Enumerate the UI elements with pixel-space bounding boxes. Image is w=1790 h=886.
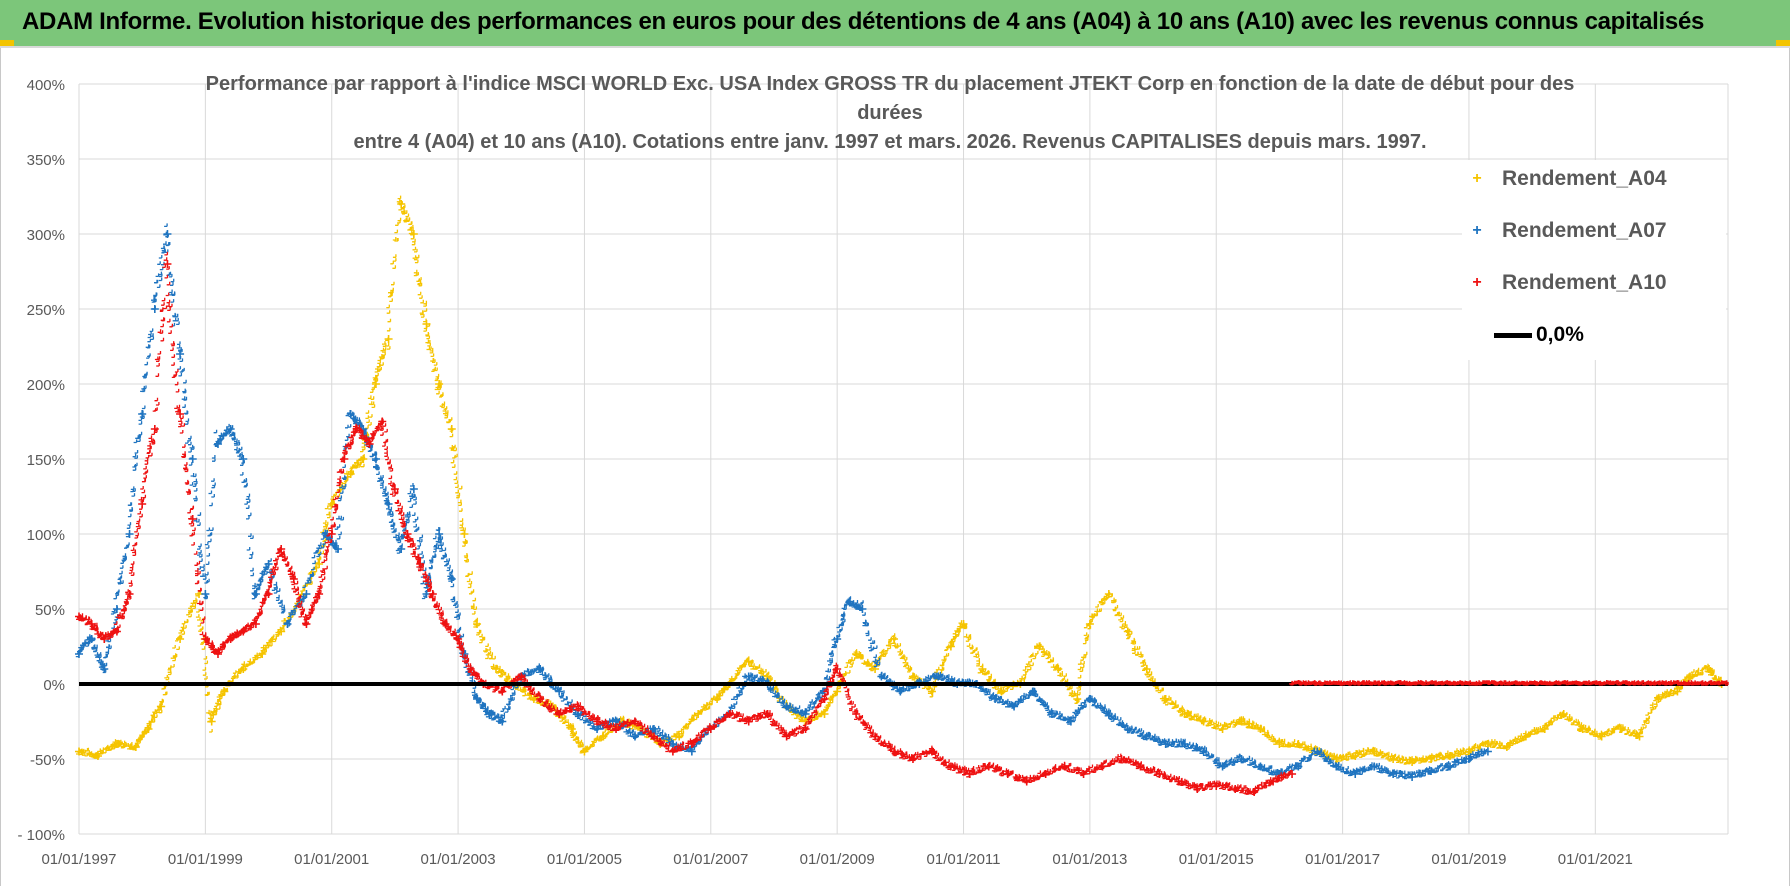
series-rendement-a10: [75, 251, 1297, 796]
x-tick-label: 01/01/2005: [547, 851, 622, 868]
legend-line-zero: [1494, 332, 1532, 338]
x-tick-label: 01/01/1997: [41, 851, 116, 868]
y-tick-label: 50%: [35, 602, 65, 619]
x-tick-label: 01/01/2003: [421, 851, 496, 868]
legend-item-zero: 0,0%: [1462, 320, 1584, 350]
legend-marker-a10: +: [1472, 274, 1482, 291]
y-tick-label: 0%: [43, 677, 65, 694]
data-point: [201, 590, 210, 598]
y-tick-label: 400%: [27, 77, 65, 94]
legend-label-a07: Rendement_A07: [1502, 219, 1667, 242]
x-tick-label: 01/01/2017: [1305, 851, 1380, 868]
a10-zero-cloud: [1289, 680, 1729, 686]
banner-corner-left: [0, 40, 14, 46]
series-layer: [75, 195, 1729, 796]
y-tick-label: 250%: [27, 302, 65, 319]
banner-title: ADAM Informe. Evolution historique des p…: [22, 8, 1705, 35]
x-tick-label: 01/01/2021: [1558, 851, 1633, 868]
chart-title-line-1: Performance par rapport à l'indice MSCI …: [205, 73, 1575, 95]
x-tick-label: 01/01/2019: [1431, 851, 1506, 868]
x-tick-label: 01/01/2015: [1179, 851, 1254, 868]
data-cloud: [75, 223, 1488, 780]
data-point: [163, 260, 172, 268]
y-tick-label: 100%: [27, 527, 65, 544]
legend-item-a07: + Rendement_A07: [1462, 216, 1667, 246]
x-tick-label: 01/01/2011: [927, 851, 1001, 868]
x-tick-label: 01/01/2009: [800, 851, 875, 868]
y-tick-label: 150%: [27, 452, 65, 469]
legend-label-a10: Rendement_A10: [1502, 271, 1667, 294]
data-point: [435, 530, 444, 538]
legend-marker-a04: +: [1472, 170, 1482, 187]
y-axis-ticks: 400% 350% 300% 250% 200% 150% 100% 50% 0% -50% - 1…: [17, 77, 65, 844]
chart-title-line-3: entre 4 (A04) et 10 ans (A10). Cotations…: [353, 131, 1427, 153]
data-point: [927, 687, 936, 696]
y-tick-label: - 100%: [17, 827, 65, 844]
x-tick-label: 01/01/2007: [673, 851, 748, 868]
banner-corner-right: [1776, 40, 1790, 46]
x-tick-label: 01/01/1999: [168, 851, 243, 868]
y-tick-label: 350%: [27, 152, 65, 169]
series-rendement-a04: [75, 195, 1726, 766]
grid-layer: [78, 83, 1729, 835]
legend-item-a10: + Rendement_A10: [1462, 268, 1667, 298]
chart-legend: + Rendement_A04 + Rendement_A07 + Rendem…: [1462, 160, 1726, 360]
y-tick-label: 300%: [27, 227, 65, 244]
chart-title-line-2: durées: [857, 102, 923, 124]
y-tick-label: -50%: [30, 752, 65, 769]
x-tick-label: 01/01/2001: [294, 851, 369, 868]
chart-title: Performance par rapport à l'indice MSCI …: [200, 70, 1580, 157]
legend-label-a04: Rendement_A04: [1502, 167, 1667, 190]
y-tick-label: 200%: [27, 377, 65, 394]
legend-item-a04: + Rendement_A04: [1462, 164, 1667, 194]
legend-label-zero: 0,0%: [1536, 323, 1584, 346]
title-banner: ADAM Informe. Evolution historique des p…: [0, 0, 1790, 48]
data-point: [371, 455, 380, 463]
x-axis-ticks: 01/01/1997 01/01/1999 01/01/2001 01/01/2003…: [41, 851, 1632, 868]
data-cloud: [76, 195, 1723, 765]
legend-marker-a07: +: [1472, 222, 1482, 239]
x-tick-label: 01/01/2013: [1052, 851, 1127, 868]
